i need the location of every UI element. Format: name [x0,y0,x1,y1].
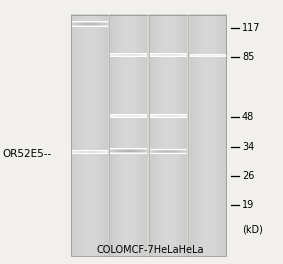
Text: 19: 19 [242,200,254,210]
Text: 34: 34 [242,142,254,152]
Text: OR52E5--: OR52E5-- [3,149,52,159]
Text: 117: 117 [242,23,260,33]
FancyBboxPatch shape [71,15,226,256]
Text: (kD): (kD) [242,225,263,235]
Text: 26: 26 [242,171,254,181]
Text: 85: 85 [242,52,254,62]
Text: COLOMCF-7HeLaHeLa: COLOMCF-7HeLaHeLa [96,245,204,255]
Text: 48: 48 [242,112,254,122]
